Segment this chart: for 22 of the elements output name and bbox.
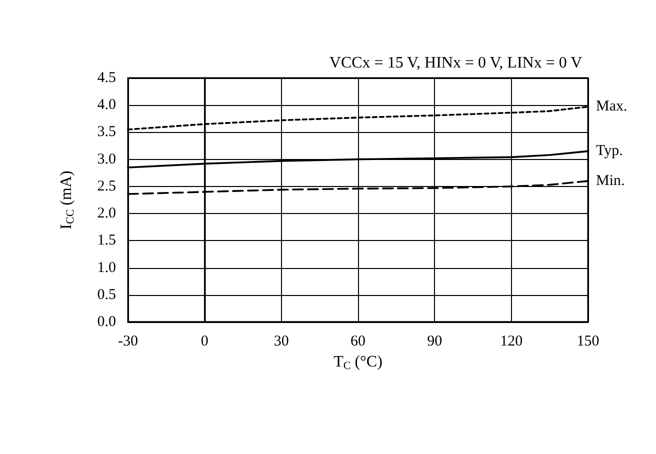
- series-label: Typ.: [596, 143, 623, 160]
- y-tick-label: 3.5: [97, 124, 116, 140]
- series-label: Max.: [596, 98, 628, 115]
- chart-title: VCCx = 15 V, HINx = 0 V, LINx = 0 V: [329, 54, 583, 72]
- y-tick-label: 2.5: [97, 178, 116, 194]
- x-tick-label: 60: [350, 334, 366, 350]
- y-tick-label: 2.0: [97, 206, 116, 222]
- series-label: Min.: [596, 173, 625, 190]
- y-tick-label: 4.5: [97, 70, 116, 86]
- y-tick-label: 1.0: [97, 260, 116, 276]
- y-tick-label: 4.0: [97, 97, 116, 114]
- y-axis-title: ICC (mA): [58, 170, 76, 230]
- y-tick-label: 0.0: [97, 314, 116, 330]
- y-tick-label: 1.5: [97, 232, 116, 249]
- y-tick-label: 3.0: [97, 151, 116, 168]
- x-tick-label: 0: [200, 334, 208, 350]
- x-tick-label: 90: [427, 334, 442, 350]
- x-tick-label: 150: [576, 334, 600, 350]
- y-tick-label: 0.5: [97, 286, 116, 303]
- x-tick-label: 120: [500, 334, 523, 350]
- x-tick-label: 30: [274, 334, 289, 350]
- x-tick-label: -30: [118, 334, 138, 350]
